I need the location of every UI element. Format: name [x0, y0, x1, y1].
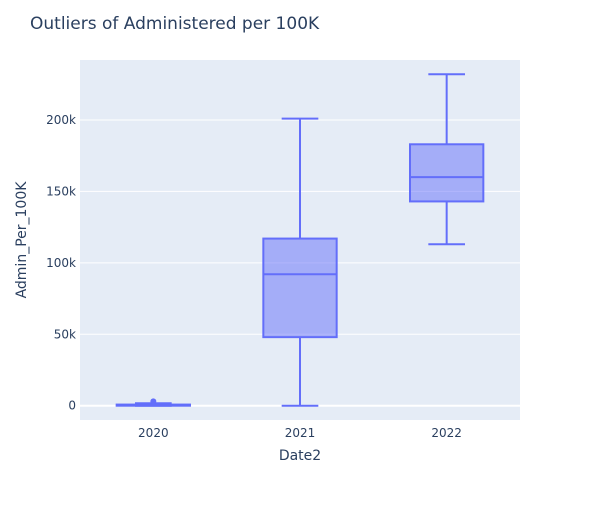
- x-tick-label: 2022: [431, 426, 462, 440]
- y-tick-label: 200k: [46, 113, 76, 127]
- box-2022: [409, 73, 485, 246]
- outlier-point: [150, 398, 157, 405]
- y-tick-label: 150k: [46, 184, 76, 198]
- chart-title: Outliers of Administered per 100K: [30, 14, 320, 34]
- x-tick-label: 2021: [285, 426, 316, 440]
- iqr-box: [262, 237, 338, 339]
- x-axis-title: Date2: [279, 448, 321, 464]
- box-2021: [262, 117, 338, 407]
- iqr-box: [409, 143, 485, 203]
- y-tick-label: 50k: [54, 327, 76, 341]
- y-tick-label: 100k: [46, 256, 76, 270]
- x-tick-label: 2020: [138, 426, 169, 440]
- y-tick-label: 0: [68, 399, 76, 413]
- boxes: [115, 73, 485, 407]
- box-2020: [115, 398, 191, 407]
- tick-labels: 0 50k 100k 150k 200k 2020 2021 2022: [46, 113, 462, 440]
- y-axis-title: Admin_Per_100K: [14, 181, 30, 299]
